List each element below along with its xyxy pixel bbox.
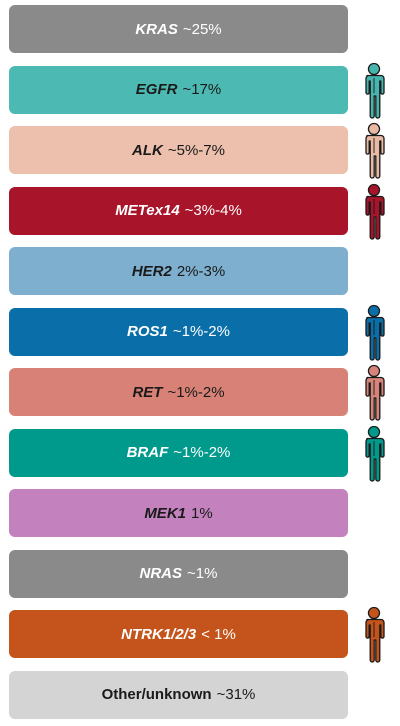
mutation-bar: NTRK1/2/3 < 1% — [9, 610, 348, 658]
gene-label: MEK1 — [144, 504, 186, 522]
mutation-bar: NRAS ~1% — [9, 549, 348, 598]
gene-label: NTRK1/2/3 — [121, 625, 197, 643]
mutation-bar: ALK ~5%-7% — [9, 126, 348, 174]
gene-label: ROS1 — [127, 323, 168, 340]
gene-label: RET — [132, 383, 163, 401]
mutation-bar: KRAS ~25% — [9, 5, 348, 53]
person-icon — [359, 304, 389, 361]
frequency-label: ~1%-2% — [173, 444, 231, 461]
frequency-label: ~1% — [187, 565, 218, 582]
frequency-label: ~31% — [216, 686, 256, 703]
frequency-label: ~5%-7% — [167, 141, 225, 159]
person-icon — [359, 606, 389, 663]
mutation-bar: MEK1 1% — [9, 489, 348, 537]
mutation-bar: EGFR ~17% — [9, 65, 348, 114]
frequency-label: ~17% — [182, 81, 222, 98]
gene-label: EGFR — [135, 81, 178, 98]
frequency-label: ~1%-2% — [167, 383, 225, 401]
gene-label: NRAS — [139, 565, 183, 582]
mutation-bar: METex14 ~3%-4% — [9, 186, 348, 235]
frequency-label: ~1%-2% — [172, 323, 230, 340]
gene-label: KRAS — [135, 20, 178, 38]
gene-label: Other/unknown — [101, 686, 212, 703]
person-icon — [359, 122, 389, 179]
gene-label: BRAF — [126, 444, 169, 461]
mutation-bar: BRAF ~1%-2% — [9, 428, 348, 477]
gene-label: METex14 — [115, 202, 180, 219]
mutation-bar: Other/unknown ~31% — [9, 670, 348, 719]
frequency-label: < 1% — [201, 625, 236, 643]
person-icon — [359, 62, 389, 119]
frequency-label: ~25% — [182, 20, 222, 38]
person-icon — [359, 425, 389, 482]
person-icon — [359, 183, 389, 240]
frequency-label: 2%-3% — [176, 262, 226, 280]
gene-label: HER2 — [131, 262, 172, 280]
frequency-label: ~3%-4% — [184, 202, 242, 219]
gene-label: ALK — [132, 141, 163, 159]
mutation-bar: ROS1 ~1%-2% — [9, 307, 348, 356]
frequency-label: 1% — [191, 504, 213, 522]
mutation-bar: RET ~1%-2% — [9, 368, 348, 416]
person-icon — [359, 364, 389, 421]
mutation-bar: HER2 2%-3% — [9, 247, 348, 295]
